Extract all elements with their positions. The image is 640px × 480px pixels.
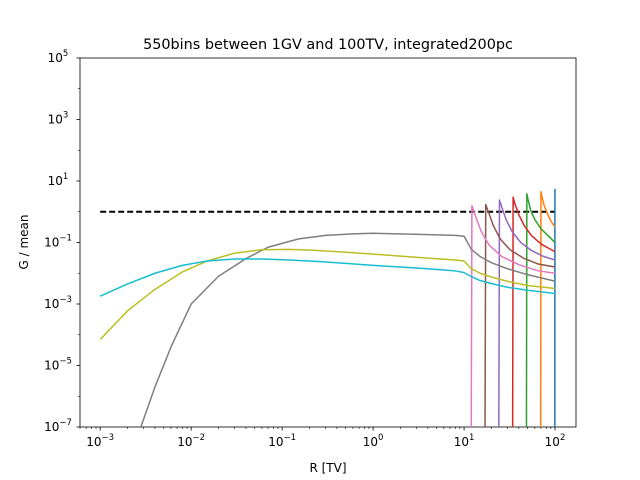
x-tick-label: 10−3	[86, 433, 114, 449]
chart-title: 550bins between 1GV and 100TV, integrate…	[143, 37, 513, 53]
series-line-3	[525, 193, 556, 427]
x-tick-label: 10−1	[268, 433, 296, 449]
series-line-2	[539, 190, 556, 427]
series-line-6	[484, 203, 556, 427]
y-tick-label: 103	[48, 111, 69, 127]
series-line-4	[511, 196, 556, 427]
series-line-8	[140, 232, 556, 427]
y-tick-label: 105	[48, 49, 69, 65]
plot-area	[99, 188, 556, 427]
series-line-7	[470, 204, 556, 427]
series-line-10	[99, 258, 556, 297]
y-tick-label: 10−1	[44, 234, 72, 250]
x-tick-label: 102	[545, 433, 566, 449]
x-tick-label: 10−2	[177, 433, 205, 449]
x-tick-label: 100	[363, 433, 384, 449]
x-axis: 10−3 10−2 10−1 100 101 102	[79, 427, 566, 449]
x-axis-label: R [TV]	[309, 461, 346, 475]
y-tick-label: 10−7	[44, 418, 72, 434]
x-tick-label: 101	[454, 433, 475, 449]
y-tick-label: 10−5	[44, 357, 72, 373]
y-axis-label: G / mean	[17, 214, 31, 269]
y-axis: 10−7 10−5 10−3 10−1 101 103 105	[44, 49, 80, 434]
y-tick-label: 10−3	[44, 295, 72, 311]
plot-frame	[79, 57, 577, 428]
series-line-9	[99, 248, 556, 341]
y-tick-label: 101	[48, 172, 69, 188]
series-line-5	[498, 199, 556, 427]
